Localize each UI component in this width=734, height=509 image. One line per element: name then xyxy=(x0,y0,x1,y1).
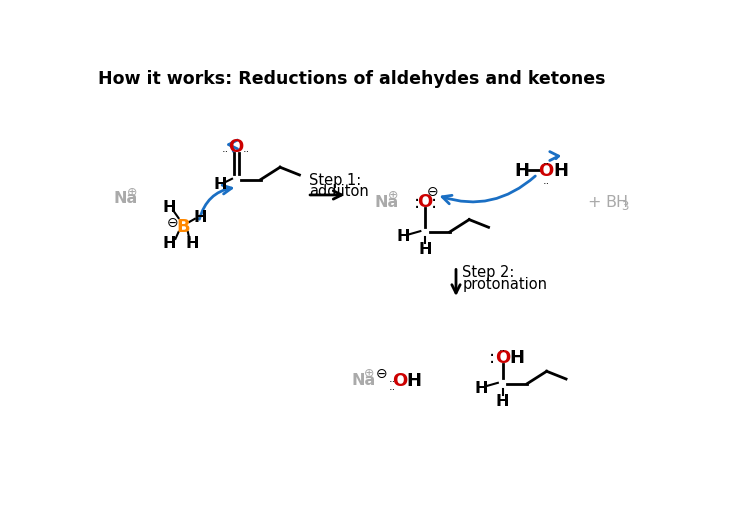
Text: protonation: protonation xyxy=(462,276,548,292)
Text: H: H xyxy=(396,229,410,244)
Text: O: O xyxy=(418,193,432,211)
Text: BH: BH xyxy=(606,194,629,209)
Text: H: H xyxy=(553,162,568,180)
Text: H: H xyxy=(162,200,176,215)
Text: addiiton: addiiton xyxy=(309,183,368,199)
Text: H: H xyxy=(418,242,432,257)
FancyArrowPatch shape xyxy=(550,152,559,161)
Text: ..: .. xyxy=(499,342,506,352)
Text: ..: .. xyxy=(542,176,550,186)
Text: ..: .. xyxy=(542,156,550,166)
Text: Step 1:: Step 1: xyxy=(309,173,361,188)
Text: :: : xyxy=(489,348,495,366)
Text: ⊕: ⊕ xyxy=(127,185,137,198)
Text: H: H xyxy=(194,210,207,224)
Text: H: H xyxy=(495,393,509,408)
Text: H: H xyxy=(214,177,227,191)
Text: Na: Na xyxy=(374,194,399,209)
Text: O: O xyxy=(393,371,408,389)
Text: 3: 3 xyxy=(621,200,628,213)
Text: +: + xyxy=(587,194,600,209)
Text: ..: .. xyxy=(389,381,396,391)
Text: :: : xyxy=(432,193,437,211)
FancyArrowPatch shape xyxy=(228,141,238,152)
Text: O: O xyxy=(538,162,553,180)
Text: How it works: Reductions of aldehydes and ketones: How it works: Reductions of aldehydes an… xyxy=(98,70,606,88)
Text: ..: .. xyxy=(243,144,250,154)
Text: Step 2:: Step 2: xyxy=(462,265,515,280)
Text: Na: Na xyxy=(114,190,138,205)
Text: B: B xyxy=(176,217,190,235)
FancyArrowPatch shape xyxy=(442,177,535,205)
Text: ⊖: ⊖ xyxy=(427,185,438,199)
Text: ⊖: ⊖ xyxy=(376,366,388,380)
Text: ..: .. xyxy=(222,144,230,154)
Text: H: H xyxy=(186,236,199,251)
Text: H: H xyxy=(509,348,524,366)
Text: ..: .. xyxy=(389,374,396,383)
Text: ⊖: ⊖ xyxy=(167,215,178,230)
FancyArrowPatch shape xyxy=(200,186,232,220)
Text: :: : xyxy=(414,193,421,211)
Text: O: O xyxy=(228,138,244,156)
Text: ⊕: ⊕ xyxy=(364,366,374,380)
Text: H: H xyxy=(162,236,176,251)
Text: H: H xyxy=(406,371,421,389)
Text: Na: Na xyxy=(352,373,376,387)
Text: H: H xyxy=(474,380,487,395)
Text: ⊕: ⊕ xyxy=(388,188,399,201)
Text: O: O xyxy=(495,348,510,366)
Text: H: H xyxy=(515,162,529,180)
